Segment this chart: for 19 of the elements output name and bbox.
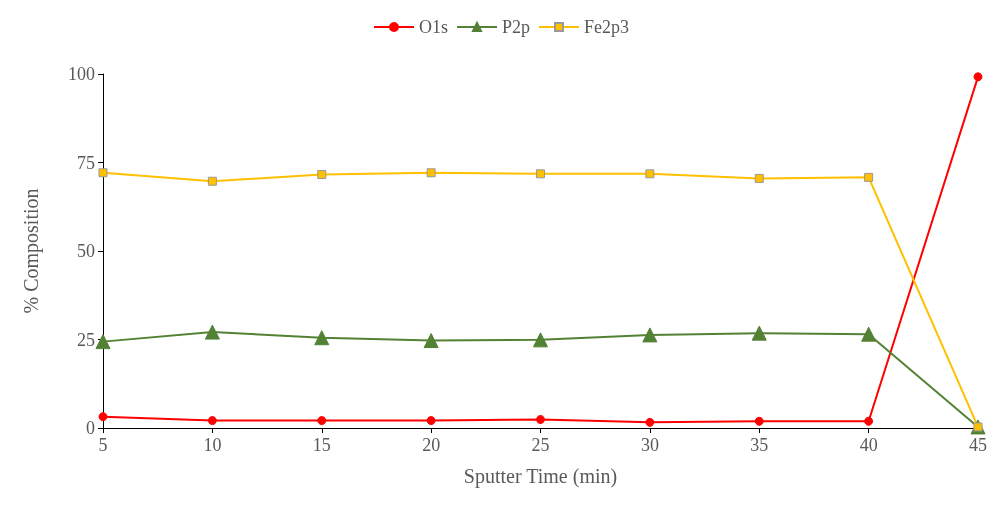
x-tick-label: 30	[640, 435, 659, 455]
y-tick-label: 0	[86, 418, 95, 438]
legend-label: Fe2p3	[584, 17, 630, 37]
y-axis-title: % Composition	[20, 188, 43, 314]
x-tick-label: 5	[98, 435, 108, 455]
y-tick-label: 100	[68, 64, 95, 84]
y-tick-label: 50	[77, 241, 95, 261]
x-tick-label: 35	[750, 435, 769, 455]
y-tick-label: 25	[77, 329, 95, 350]
x-tick-label: 25	[531, 435, 550, 455]
x-tick-label: 20	[422, 435, 441, 455]
legend-label: P2p	[502, 17, 531, 37]
x-tick-label: 40	[859, 435, 878, 455]
x-tick-label: 10	[203, 435, 222, 455]
legend-label: O1s	[418, 17, 449, 37]
y-tick-label: 75	[77, 152, 95, 173]
x-axis-title: Sputter Time (min)	[463, 465, 618, 488]
x-tick-label: 15	[312, 435, 331, 455]
x-tick-label: 45	[969, 435, 987, 455]
